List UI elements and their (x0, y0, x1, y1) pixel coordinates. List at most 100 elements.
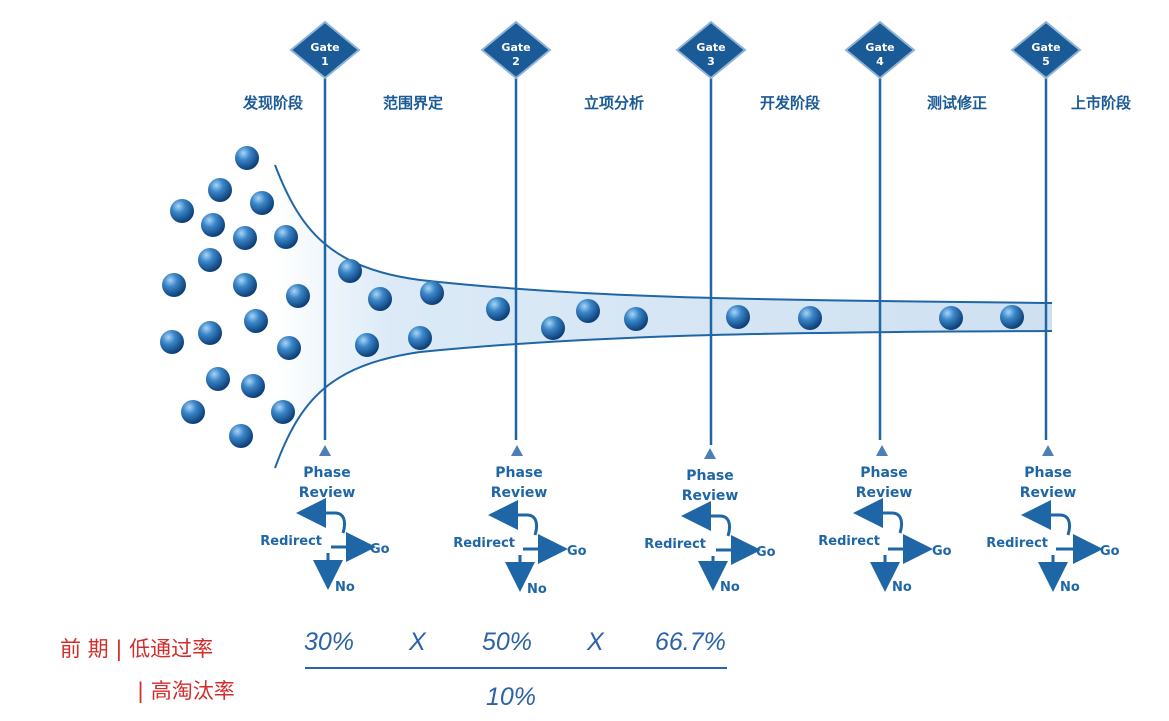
review-label: Review (856, 485, 913, 501)
redirect-label: Redirect (818, 534, 880, 549)
gate-2: Gate 2 (480, 20, 552, 440)
no-label: No (527, 582, 547, 597)
review-label: Review (682, 488, 739, 504)
review-3: Phase Review Redirect Go No (644, 448, 776, 595)
no-label: No (892, 580, 912, 595)
go-label: Go (756, 545, 776, 560)
idea-balls (160, 146, 1024, 448)
idea-ball (576, 299, 600, 323)
redirect-label: Redirect (986, 536, 1048, 551)
idea-ball (274, 225, 298, 249)
stage-label-launch: 上市阶段 (1071, 94, 1132, 112)
review-triangle-icon (876, 445, 888, 456)
phase-label: Phase (1024, 465, 1072, 481)
idea-ball (798, 306, 822, 330)
stage-label-development: 开发阶段 (760, 94, 821, 112)
idea-ball (201, 213, 225, 237)
gate-diamond (844, 20, 916, 80)
phase-label: Phase (495, 465, 543, 481)
stage-label-testing: 测试修正 (927, 94, 988, 112)
idea-ball (420, 281, 444, 305)
review-triangle-icon (1042, 445, 1054, 456)
idea-ball (241, 374, 265, 398)
gate-number: 5 (1042, 55, 1050, 68)
review-triangle-icon (319, 445, 331, 456)
idea-ball (160, 330, 184, 354)
review-label: Review (1020, 485, 1077, 501)
idea-ball (229, 424, 253, 448)
phase-label: Phase (860, 465, 908, 481)
go-label: Go (932, 544, 952, 559)
go-label: Go (370, 542, 390, 557)
formula-times-2: X (587, 628, 604, 656)
redirect-arrow-icon (488, 500, 539, 536)
review-5: Phase Review Redirect Go No (986, 445, 1120, 595)
idea-ball (206, 367, 230, 391)
redirect-arrow-icon (296, 498, 347, 534)
phase-label: Phase (303, 465, 351, 481)
review-4: Phase Review Redirect Go No (818, 445, 952, 595)
no-label: No (720, 580, 740, 595)
gate-5: Gate 5 (1010, 20, 1082, 440)
idea-ball (170, 199, 194, 223)
redirect-label: Redirect (644, 537, 706, 552)
gate-number: 1 (321, 55, 329, 68)
redirect-label: Redirect (260, 534, 322, 549)
gate-3: Gate 3 (675, 20, 747, 445)
idea-ball (235, 146, 259, 170)
redirect-arrow-icon (853, 498, 904, 534)
review-triangle-icon (511, 445, 523, 456)
gate-number: 4 (876, 55, 884, 68)
idea-ball (198, 321, 222, 345)
idea-ball (408, 326, 432, 350)
gate-title: Gate (310, 41, 339, 54)
stage-label-discovery: 发现阶段 (243, 94, 304, 112)
redirect-label: Redirect (453, 536, 515, 551)
go-label: Go (567, 544, 587, 559)
idea-ball (250, 191, 274, 215)
formula-rate-1: 30% (304, 628, 355, 656)
phase-label: Phase (686, 468, 734, 484)
redirect-arrow-icon (681, 501, 732, 537)
idea-ball (355, 333, 379, 357)
idea-ball (181, 400, 205, 424)
review-1: Phase Review Redirect Go No (260, 445, 390, 595)
gate-number: 3 (707, 55, 715, 68)
review-label: Review (491, 485, 548, 501)
review-triangle-icon (704, 448, 716, 459)
gate-title: Gate (501, 41, 530, 54)
formula-rate-3: 66.7% (655, 628, 726, 656)
review-2: Phase Review Redirect Go No (453, 445, 587, 597)
idea-ball (726, 305, 750, 329)
idea-ball (233, 226, 257, 250)
gate-diamond (480, 20, 552, 80)
gate-4: Gate 4 (844, 20, 916, 440)
funnel-fill (275, 165, 1052, 468)
idea-ball (233, 273, 257, 297)
gate-diamond (289, 20, 361, 80)
no-label: No (335, 580, 355, 595)
stage-label-business-case: 立项分析 (584, 94, 645, 112)
gate-diamond (1010, 20, 1082, 80)
idea-ball (244, 309, 268, 333)
go-label: Go (1100, 544, 1120, 559)
formula-rate-2: 50% (482, 628, 533, 656)
redirect-arrow-icon (1021, 500, 1072, 536)
idea-ball (277, 336, 301, 360)
formula-result: 10% (486, 683, 537, 711)
idea-ball (338, 259, 362, 283)
idea-ball (368, 287, 392, 311)
idea-ball (286, 284, 310, 308)
idea-ball (198, 248, 222, 272)
idea-ball (208, 178, 232, 202)
idea-ball (541, 316, 565, 340)
idea-ball (939, 306, 963, 330)
idea-ball (271, 400, 295, 424)
gate-diamond (675, 20, 747, 80)
stage-label-scoping: 范围界定 (383, 94, 444, 112)
formula-times-1: X (409, 628, 426, 656)
annotation-low-pass-rate: 前 期 | 低通过率 (60, 637, 214, 661)
idea-ball (162, 273, 186, 297)
annotation-high-elimination-rate: | 高淘汰率 (137, 679, 235, 703)
